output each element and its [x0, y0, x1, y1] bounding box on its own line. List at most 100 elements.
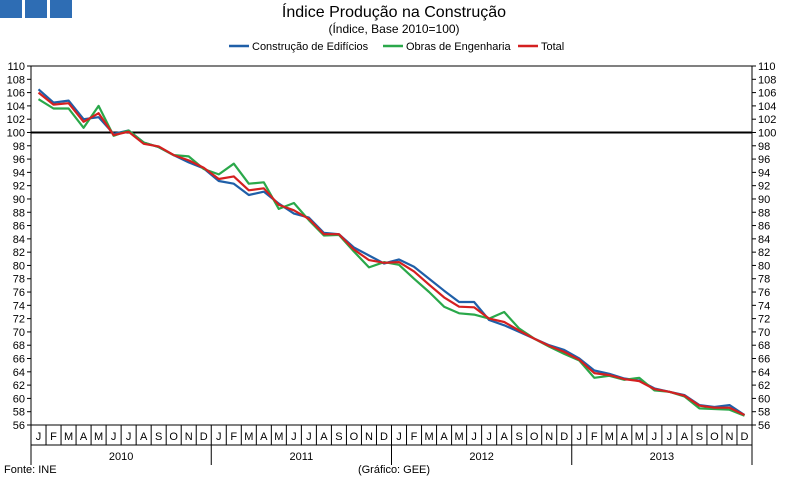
- x-month-label: S: [335, 431, 342, 443]
- y-tick-label-left: 100: [7, 127, 25, 139]
- x-month-label: M: [94, 431, 103, 443]
- y-tick-label-left: 88: [13, 207, 25, 219]
- y-tick-label-right: 106: [758, 88, 776, 100]
- x-month-label: J: [471, 431, 477, 443]
- y-tick-label-left: 104: [7, 101, 25, 113]
- x-month-label: J: [577, 431, 583, 443]
- x-month-label: A: [80, 431, 88, 443]
- source-note: Fonte: INE: [4, 464, 57, 476]
- y-tick-label-left: 106: [7, 88, 25, 100]
- x-month-label: M: [244, 431, 253, 443]
- x-month-label: S: [516, 431, 523, 443]
- y-tick-label-left: 66: [13, 354, 25, 366]
- x-month-label: A: [621, 431, 629, 443]
- y-tick-label-left: 60: [13, 393, 25, 405]
- chart-title: Índice Produção na Construção: [281, 4, 507, 21]
- y-tick-label-left: 110: [7, 61, 25, 73]
- x-month-label: J: [396, 431, 402, 443]
- x-month-label: D: [200, 431, 208, 443]
- y-tick-label-right: 104: [758, 101, 776, 113]
- x-month-label: S: [696, 431, 703, 443]
- x-month-label: A: [681, 431, 689, 443]
- y-tick-label-left: 94: [13, 167, 25, 179]
- x-year-label: 2011: [290, 451, 314, 463]
- x-month-label: J: [111, 431, 117, 443]
- y-tick-label-left: 62: [13, 380, 25, 392]
- y-tick-label-right: 102: [758, 114, 776, 126]
- legend-label: Construção de Edifícios: [252, 41, 369, 53]
- x-month-label: F: [411, 431, 418, 443]
- y-tick-label-left: 98: [13, 141, 25, 153]
- y-tick-label-left: 90: [13, 194, 25, 206]
- x-month-label: J: [126, 431, 132, 443]
- x-month-label: M: [605, 431, 614, 443]
- y-tick-label-right: 56: [758, 420, 770, 432]
- y-tick-label-right: 96: [758, 154, 770, 166]
- y-tick-label-right: 68: [758, 340, 770, 352]
- series-line-total: [37, 91, 745, 416]
- x-month-label: M: [455, 431, 464, 443]
- y-tick-label-right: 84: [758, 234, 770, 246]
- x-month-label: S: [155, 431, 162, 443]
- x-year-label: 2010: [109, 451, 133, 463]
- x-month-label: A: [320, 431, 328, 443]
- x-month-label: J: [216, 431, 222, 443]
- y-tick-label-right: 80: [758, 260, 770, 272]
- y-tick-label-left: 86: [13, 221, 25, 233]
- x-month-label: J: [36, 431, 42, 443]
- legend-label: Total: [541, 41, 564, 53]
- y-tick-label-left: 102: [7, 114, 25, 126]
- x-month-label: F: [50, 431, 57, 443]
- series-line-obras-de-engenharia: [37, 98, 745, 417]
- y-tick-label-right: 108: [758, 74, 776, 86]
- x-month-label: F: [230, 431, 237, 443]
- x-year-label: 2013: [650, 451, 674, 463]
- chart-credit: (Gráfico: GEE): [357, 464, 431, 476]
- header-blocks: [0, 0, 72, 18]
- y-tick-label-left: 64: [13, 367, 25, 379]
- x-month-label: M: [424, 431, 433, 443]
- y-tick-label-left: 74: [13, 300, 25, 312]
- x-month-label: M: [635, 431, 644, 443]
- y-tick-label-right: 100: [758, 127, 776, 139]
- legend-label: Obras de Engenharia: [406, 41, 511, 53]
- x-month-label: M: [64, 431, 73, 443]
- y-tick-label-right: 72: [758, 314, 770, 326]
- y-tick-label-left: 70: [13, 327, 25, 339]
- x-month-label: O: [530, 431, 539, 443]
- y-tick-label-right: 62: [758, 380, 770, 392]
- x-month-label: J: [486, 431, 492, 443]
- y-tick-label-right: 86: [758, 221, 770, 233]
- x-month-label: J: [306, 431, 312, 443]
- x-year-label: 2012: [469, 451, 493, 463]
- y-tick-label-right: 74: [758, 300, 770, 312]
- y-tick-label-right: 78: [758, 274, 770, 286]
- y-tick-label-left: 108: [7, 74, 25, 86]
- y-tick-label-left: 82: [13, 247, 25, 259]
- x-month-label: N: [545, 431, 553, 443]
- y-tick-label-left: 92: [13, 181, 25, 193]
- series-line-constru-o-de-edif-cios: [37, 88, 746, 416]
- x-month-label: J: [652, 431, 658, 443]
- x-month-label: D: [380, 431, 388, 443]
- x-month-label: A: [140, 431, 148, 443]
- y-tick-label-right: 110: [758, 61, 776, 73]
- x-month-label: A: [500, 431, 508, 443]
- x-month-label: F: [591, 431, 598, 443]
- y-tick-label-right: 64: [758, 367, 770, 379]
- x-month-label: A: [260, 431, 268, 443]
- y-tick-label-left: 76: [13, 287, 25, 299]
- y-tick-label-right: 76: [758, 287, 770, 299]
- y-tick-label-left: 68: [13, 340, 25, 352]
- x-month-label: O: [350, 431, 359, 443]
- x-month-label: D: [560, 431, 568, 443]
- y-tick-label-right: 82: [758, 247, 770, 259]
- x-month-label: N: [725, 431, 733, 443]
- y-tick-label-left: 72: [13, 314, 25, 326]
- x-month-label: N: [365, 431, 373, 443]
- y-tick-label-right: 66: [758, 354, 770, 366]
- y-tick-label-right: 70: [758, 327, 770, 339]
- y-tick-label-right: 98: [758, 141, 770, 153]
- x-month-label: M: [274, 431, 283, 443]
- y-tick-label-right: 90: [758, 194, 770, 206]
